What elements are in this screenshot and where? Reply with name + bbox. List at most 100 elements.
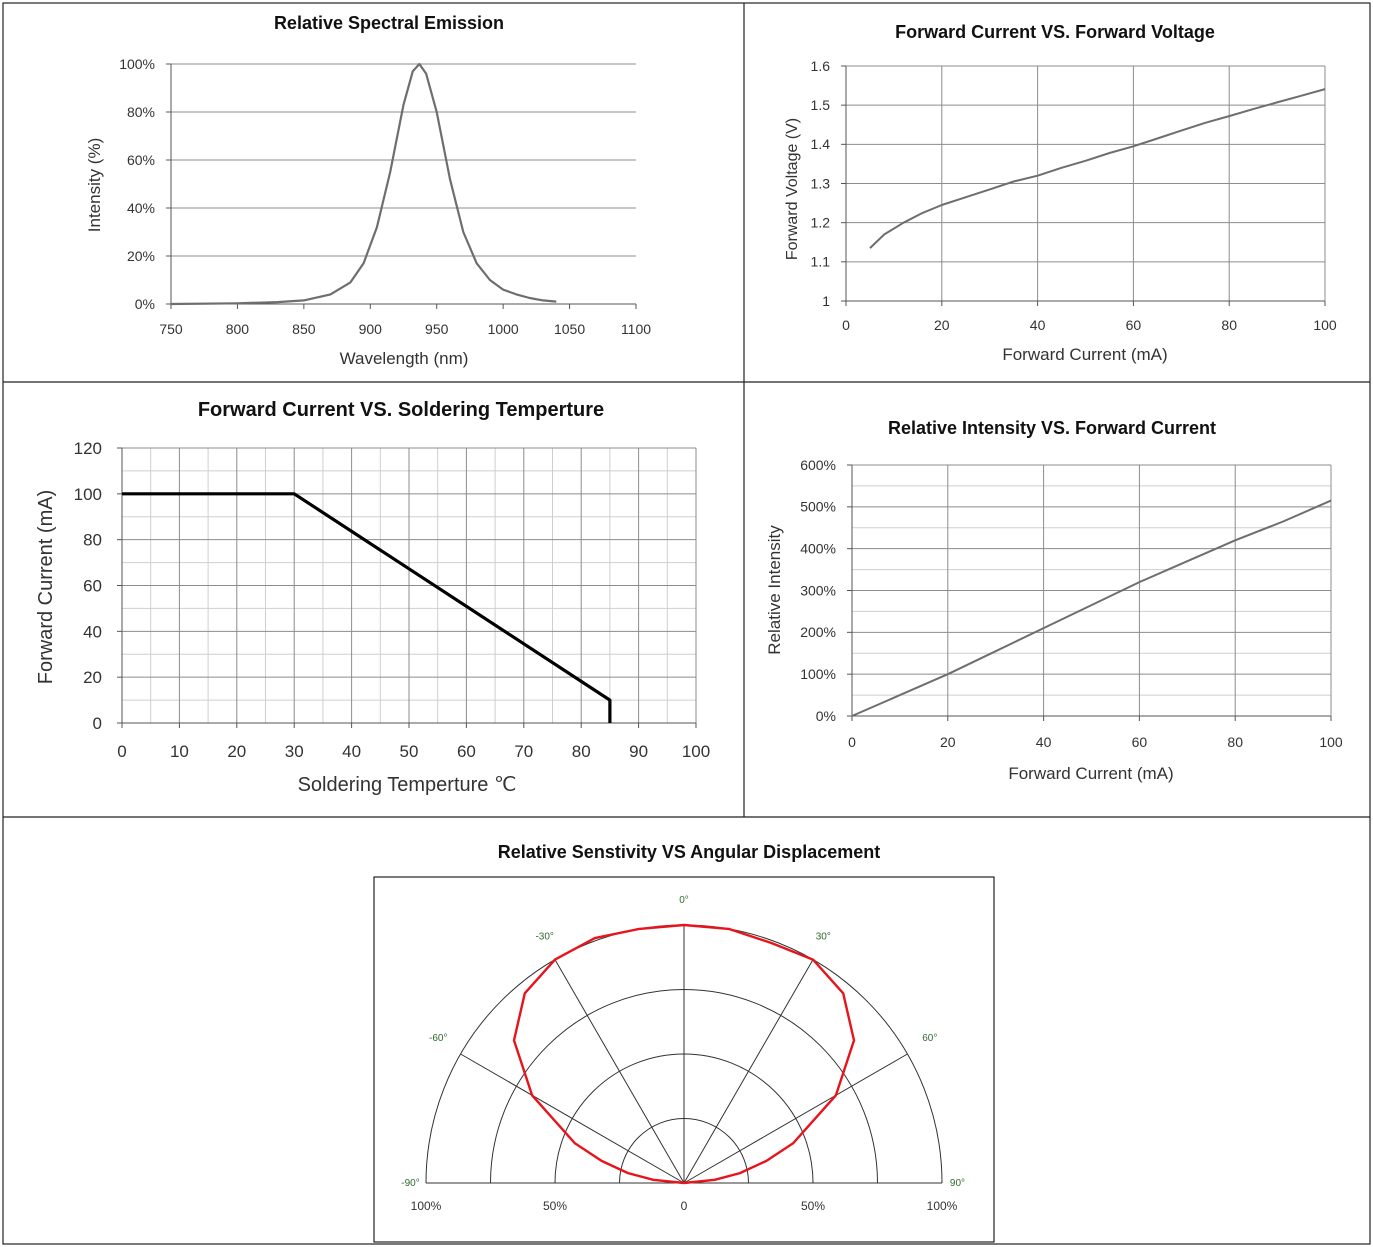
y-tick-label: 20% bbox=[127, 248, 155, 264]
polar-radius-label: 100% bbox=[411, 1199, 442, 1213]
x-tick-label: 750 bbox=[159, 321, 183, 337]
x-tick-label: 0 bbox=[848, 734, 856, 750]
y-tick-label: 20 bbox=[83, 668, 102, 687]
x-tick-label: 100 bbox=[682, 742, 710, 761]
x-tick-label: 850 bbox=[292, 321, 316, 337]
y-tick-label: 1.2 bbox=[811, 215, 831, 231]
polar-angle-label: 30° bbox=[816, 932, 831, 943]
y-tick-label: 80% bbox=[127, 104, 155, 120]
soldering-derating-chart: Forward Current VS. Soldering Temperture… bbox=[35, 399, 710, 796]
x-tick-label: 90 bbox=[629, 742, 648, 761]
polar-angle-label: -90° bbox=[401, 1178, 419, 1189]
x-tick-label: 0 bbox=[117, 742, 126, 761]
y-tick-label: 80 bbox=[83, 531, 102, 550]
y-tick-label: 40% bbox=[127, 200, 155, 216]
y-tick-label: 60% bbox=[127, 152, 155, 168]
x-tick-label: 80 bbox=[1221, 317, 1237, 333]
polar-radius-label: 50% bbox=[801, 1199, 825, 1213]
y-tick-label: 1.1 bbox=[811, 254, 831, 270]
polar-sensitivity-curve bbox=[512, 923, 856, 1185]
polar-angle-label: 90° bbox=[950, 1178, 965, 1189]
series-line bbox=[170, 62, 557, 306]
y-tick-label: 100% bbox=[800, 666, 836, 682]
polar-radius-label: 50% bbox=[543, 1199, 567, 1213]
x-tick-label: 40 bbox=[342, 742, 361, 761]
x-tick-label: 30 bbox=[285, 742, 304, 761]
forward-voltage-chart: Forward Current VS. Forward Voltage Forw… bbox=[784, 22, 1337, 364]
x-tick-label: 60 bbox=[1132, 734, 1148, 750]
chart-title: Forward Current VS. Soldering Temperture bbox=[198, 399, 604, 421]
y-axis-label: Forward Voltage (V) bbox=[784, 118, 801, 260]
polar-angle-label: 60° bbox=[922, 1033, 937, 1044]
polar-angle-label: -60° bbox=[429, 1033, 447, 1044]
y-tick-label: 1.5 bbox=[811, 97, 831, 113]
y-tick-label: 0% bbox=[135, 296, 155, 312]
x-tick-label: 60 bbox=[457, 742, 476, 761]
x-tick-label: 1000 bbox=[488, 321, 519, 337]
chart-title: Forward Current VS. Forward Voltage bbox=[895, 22, 1215, 42]
y-tick-label: 500% bbox=[800, 499, 836, 515]
x-tick-label: 1100 bbox=[621, 321, 651, 337]
y-tick-label: 0% bbox=[816, 708, 836, 724]
y-tick-label: 100 bbox=[74, 485, 102, 504]
chart-title: Relative Spectral Emission bbox=[274, 13, 504, 33]
series-line bbox=[122, 492, 612, 723]
chart-title: Relative Senstivity VS Angular Displacem… bbox=[498, 842, 880, 862]
spectral-emission-chart: Relative Spectral Emission Intensity (%)… bbox=[85, 13, 651, 368]
y-axis-label: Relative Intensity bbox=[765, 525, 784, 655]
series-line bbox=[851, 499, 1332, 717]
y-tick-label: 100% bbox=[119, 56, 155, 72]
y-tick-label: 1.4 bbox=[811, 136, 831, 152]
x-tick-label: 20 bbox=[940, 734, 956, 750]
polar-frame bbox=[373, 876, 995, 1243]
y-tick-label: 1.6 bbox=[811, 58, 831, 74]
x-tick-label: 80 bbox=[572, 742, 591, 761]
y-axis-label: Forward Current (mA) bbox=[35, 490, 57, 684]
x-tick-label: 50 bbox=[400, 742, 419, 761]
polar-spoke bbox=[683, 959, 814, 1184]
relative-intensity-chart: Relative Intensity VS. Forward Current R… bbox=[765, 418, 1343, 783]
x-tick-label: 20 bbox=[227, 742, 246, 761]
x-tick-label: 20 bbox=[934, 317, 950, 333]
polar-spoke bbox=[554, 959, 685, 1184]
polar-spoke bbox=[683, 1053, 908, 1184]
y-tick-label: 300% bbox=[800, 582, 836, 598]
x-tick-label: 950 bbox=[425, 321, 449, 337]
x-tick-label: 40 bbox=[1036, 734, 1052, 750]
x-axis-label: Forward Current (mA) bbox=[1008, 764, 1173, 783]
x-tick-label: 40 bbox=[1030, 317, 1046, 333]
x-tick-label: 0 bbox=[842, 317, 850, 333]
polar-radius-label: 0 bbox=[681, 1199, 688, 1213]
y-tick-label: 60 bbox=[83, 576, 102, 595]
y-tick-label: 400% bbox=[800, 541, 836, 557]
y-tick-label: 120 bbox=[74, 439, 102, 458]
x-tick-label: 100 bbox=[1313, 317, 1337, 333]
y-tick-label: 200% bbox=[800, 624, 836, 640]
y-tick-label: 40 bbox=[83, 622, 102, 641]
polar-radius-label: 100% bbox=[927, 1199, 958, 1213]
x-tick-label: 1050 bbox=[554, 321, 585, 337]
series-line bbox=[869, 88, 1326, 249]
x-tick-label: 900 bbox=[359, 321, 383, 337]
x-axis-label: Wavelength (nm) bbox=[340, 349, 469, 368]
polar-angle-label: -30° bbox=[535, 932, 553, 943]
y-tick-label: 1 bbox=[822, 293, 830, 309]
x-tick-label: 60 bbox=[1126, 317, 1142, 333]
x-axis-label: Forward Current (mA) bbox=[1002, 345, 1167, 364]
polar-angle-label: 0° bbox=[679, 895, 689, 906]
x-tick-label: 70 bbox=[514, 742, 533, 761]
angular-sensitivity-chart: Relative Senstivity VS Angular Displacem… bbox=[373, 842, 995, 1243]
x-tick-label: 10 bbox=[170, 742, 189, 761]
x-tick-label: 800 bbox=[226, 321, 250, 337]
polar-spoke bbox=[460, 1053, 685, 1184]
y-tick-label: 1.3 bbox=[811, 175, 831, 191]
x-tick-label: 80 bbox=[1227, 734, 1243, 750]
chart-title: Relative Intensity VS. Forward Current bbox=[888, 418, 1216, 438]
x-axis-label: Soldering Temperture ℃ bbox=[298, 774, 517, 796]
y-tick-label: 0 bbox=[93, 714, 102, 733]
x-tick-label: 100 bbox=[1319, 734, 1343, 750]
y-tick-label: 600% bbox=[800, 457, 836, 473]
y-axis-label: Intensity (%) bbox=[85, 138, 104, 232]
